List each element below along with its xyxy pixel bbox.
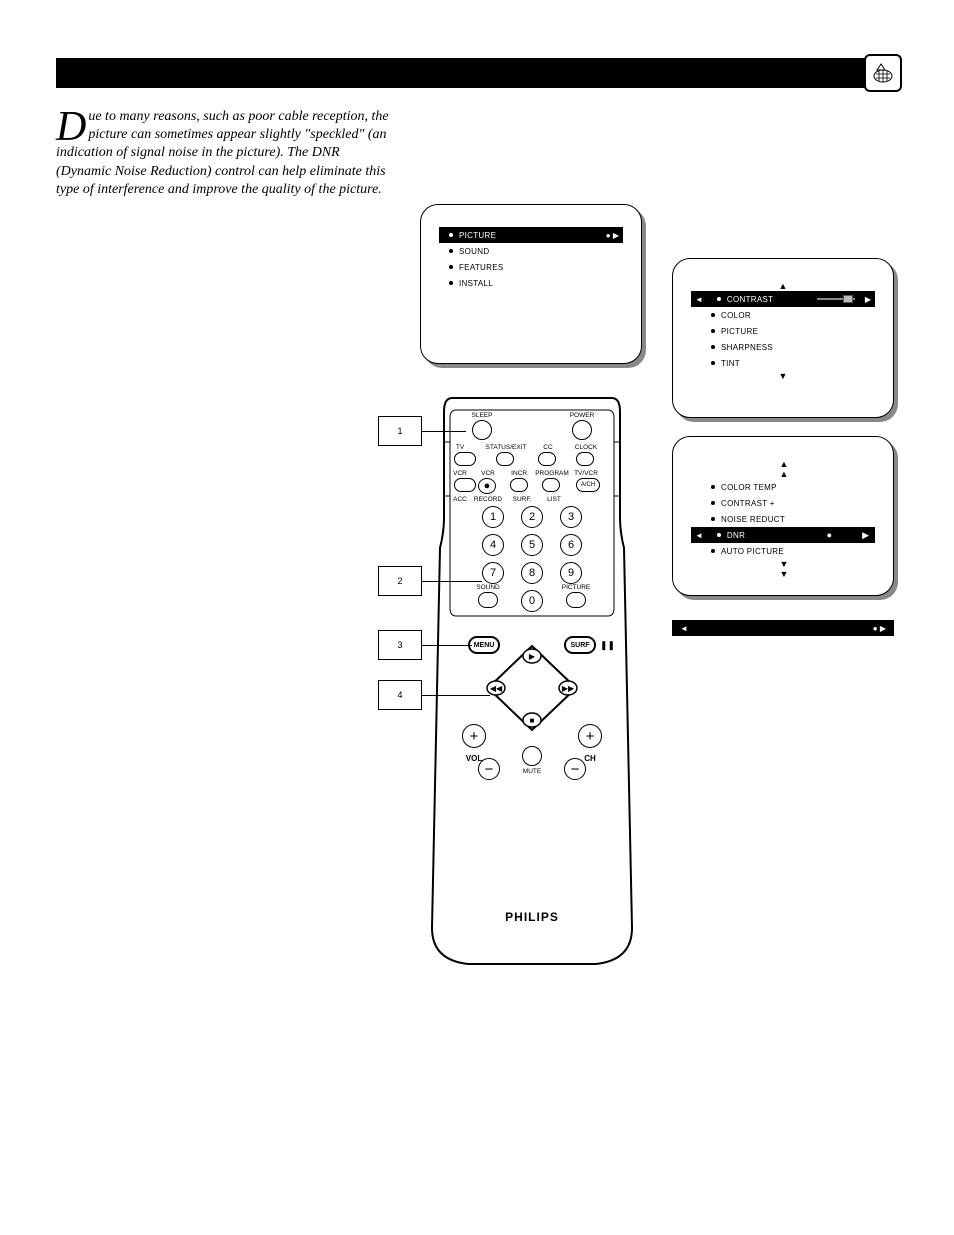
- label-sleep: SLEEP: [462, 412, 502, 419]
- svg-text:▶▶: ▶▶: [562, 684, 575, 693]
- menu-row-contrastplus: CONTRAST +: [691, 495, 875, 511]
- label-vcr: VCR: [450, 470, 470, 477]
- vol-down-button[interactable]: −: [478, 758, 500, 780]
- power-button[interactable]: [572, 420, 592, 440]
- label-mute: MUTE: [518, 768, 546, 775]
- brand-label: PHILIPS: [430, 910, 634, 924]
- corner-logo: [864, 54, 902, 92]
- ch-down-button[interactable]: −: [564, 758, 586, 780]
- menu-row-color: COLOR: [691, 307, 875, 323]
- menu-row-sharp: SHARPNESS: [691, 339, 875, 355]
- callout-line-2: [422, 581, 482, 582]
- label-power: POWER: [562, 412, 602, 419]
- btn-4[interactable]: 4: [482, 534, 504, 556]
- btn-9[interactable]: 9: [560, 562, 582, 584]
- indicator-left: ◄: [680, 624, 688, 633]
- label-cc: CC: [538, 444, 558, 451]
- btn-1[interactable]: 1: [482, 506, 504, 528]
- label-program: PROGRAM: [532, 470, 572, 477]
- label-list: LIST: [542, 496, 566, 503]
- cc-button[interactable]: [538, 452, 556, 466]
- mute-button[interactable]: [522, 746, 542, 766]
- label-sound: SOUND: [472, 584, 504, 591]
- vcr-rec-button[interactable]: ●: [478, 478, 496, 494]
- menu-row-install: INSTALL: [439, 275, 623, 291]
- menu-row-sound: SOUND: [439, 243, 623, 259]
- header-bar: [56, 58, 898, 88]
- callout-2: 2: [378, 566, 422, 596]
- remote-control: ▶ ■ ◀◀ ▶▶ SLEEP POWER TV STATUS/EXIT CC …: [430, 388, 634, 970]
- btn-3[interactable]: 3: [560, 506, 582, 528]
- label-picture: PICTURE: [558, 584, 594, 591]
- menu-panel-main: PICTURE● ▶ SOUND FEATURES INSTALL: [420, 204, 642, 364]
- callout-1: 1: [378, 416, 422, 446]
- intro-paragraph: D ue to many reasons, such as poor cable…: [56, 108, 398, 199]
- callout-3: 3: [378, 630, 422, 660]
- intro-text: ue to many reasons, such as poor cable r…: [56, 109, 389, 197]
- svg-text:▶: ▶: [529, 652, 536, 661]
- btn-0[interactable]: 0: [521, 590, 543, 612]
- sleep-button[interactable]: [472, 420, 492, 440]
- indicator-right: ● ▶: [873, 624, 886, 633]
- surf-button[interactable]: SURF: [564, 636, 596, 654]
- incr-button[interactable]: [510, 478, 528, 492]
- label-tv: TV: [450, 444, 470, 451]
- svg-text:◀◀: ◀◀: [490, 684, 503, 693]
- clock-button[interactable]: [576, 452, 594, 466]
- indicator-bar: ◄ ● ▶: [672, 620, 894, 636]
- dropcap: D: [56, 108, 88, 144]
- label-tvvcr: TV/VCR: [570, 470, 602, 477]
- up-arrow: ▲: [691, 281, 875, 291]
- callout-line-3: [422, 645, 472, 646]
- up-arrows: ▲▲: [691, 459, 875, 479]
- picture-button[interactable]: [566, 592, 586, 608]
- program-button[interactable]: [542, 478, 560, 492]
- vcr-button[interactable]: [454, 478, 476, 492]
- menu-row-dnr: ◄DNR ●▶: [691, 527, 875, 543]
- menu-row-colortemp: COLOR TEMP: [691, 479, 875, 495]
- label-record: RECORD: [472, 496, 504, 503]
- status-button[interactable]: [496, 452, 514, 466]
- menu-row-features: FEATURES: [439, 259, 623, 275]
- menu-row-noise: NOISE REDUCT: [691, 511, 875, 527]
- ach-button[interactable]: A/CH: [576, 478, 600, 492]
- menu-row-pic: PICTURE: [691, 323, 875, 339]
- btn-5[interactable]: 5: [521, 534, 543, 556]
- label-status: STATUS/EXIT: [478, 444, 534, 451]
- btn-2[interactable]: 2: [521, 506, 543, 528]
- menu-row-autopic: AUTO PICTURE: [691, 543, 875, 559]
- menu-row-picture: PICTURE● ▶: [439, 227, 623, 243]
- menu-row-contrast: ◄CONTRAST ▶: [691, 291, 875, 307]
- down-arrow: ▼: [691, 371, 875, 381]
- logo-icon: [870, 60, 896, 86]
- tv-button[interactable]: [454, 452, 476, 466]
- pause-icon: ❚❚: [600, 640, 615, 651]
- label-surf2: SURF.: [508, 496, 536, 503]
- label-clock: CLOCK: [566, 444, 606, 451]
- vol-up-button[interactable]: +: [462, 724, 486, 748]
- callout-line-1: [422, 431, 466, 432]
- svg-text:■: ■: [530, 716, 535, 725]
- btn-7[interactable]: 7: [482, 562, 504, 584]
- callout-4: 4: [378, 680, 422, 710]
- btn-6[interactable]: 6: [560, 534, 582, 556]
- down-arrows: ▼▼: [691, 559, 875, 579]
- label-vcr2: VCR: [476, 470, 500, 477]
- menu-panel-dnr: ▲▲ COLOR TEMP CONTRAST + NOISE REDUCT ◄D…: [672, 436, 894, 596]
- menu-row-tint: TINT: [691, 355, 875, 371]
- menu-panel-picture: ▲ ◄CONTRAST ▶ COLOR PICTURE SHARPNESS TI…: [672, 258, 894, 418]
- label-incr: INCR.: [506, 470, 534, 477]
- ch-up-button[interactable]: +: [578, 724, 602, 748]
- sound-button[interactable]: [478, 592, 498, 608]
- callout-line-4: [422, 695, 490, 696]
- label-acc: ACC: [450, 496, 470, 503]
- menu-button[interactable]: MENU: [468, 636, 500, 654]
- btn-8[interactable]: 8: [521, 562, 543, 584]
